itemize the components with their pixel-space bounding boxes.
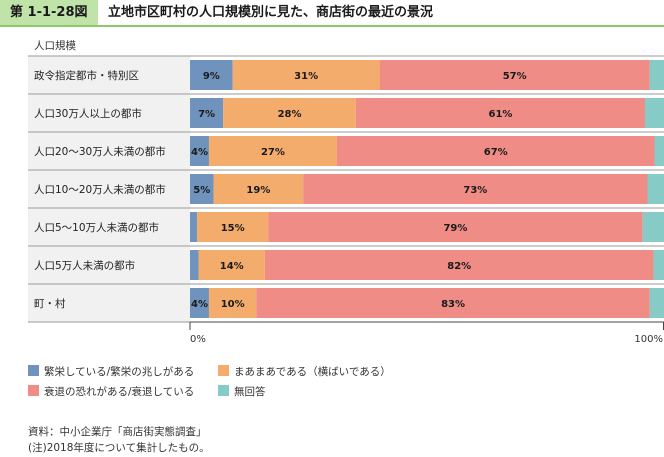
data-label: 31% — [294, 71, 318, 82]
figure-title: 立地市区町村の人口規模別に見た、商店街の最近の景況 — [108, 5, 434, 20]
category-label: 人口5万人未満の都市 — [34, 259, 135, 272]
data-label: 7% — [198, 109, 215, 120]
data-label: 61% — [489, 109, 513, 120]
figure-header: 第 1-1-28図 立地市区町村の人口規模別に見た、商店街の最近の景況 — [0, 0, 664, 27]
bar-segment — [208, 136, 337, 166]
bar-segment — [232, 60, 380, 90]
source-notes: 資料：中小企業庁「商店街実態調査」 (注)2018年度について集計したもの。 — [28, 424, 210, 456]
source-note: 資料：中小企業庁「商店街実態調査」 — [28, 426, 207, 438]
data-label: 28% — [278, 109, 302, 120]
header-rule — [0, 25, 664, 27]
x-tick-label: 0% — [190, 334, 206, 345]
bar-segment — [198, 250, 265, 280]
legend-label: 無回答 — [234, 386, 266, 398]
legend-item: まあまあである（横ばいである） — [218, 364, 391, 380]
footnote: (注)2018年度について集計したもの。 — [28, 442, 210, 454]
category-label: 町・村 — [34, 297, 66, 310]
legend-item: 無回答 — [218, 384, 266, 400]
legend-swatch — [28, 365, 39, 376]
legend-label: 衰退の恐れがある/衰退している — [44, 386, 195, 398]
legend-swatch — [28, 385, 39, 396]
bar-segment — [190, 174, 214, 204]
bar-segment — [649, 60, 664, 90]
bar-segment — [355, 98, 646, 128]
bar-segment — [190, 98, 224, 128]
bar-segment — [190, 250, 199, 280]
x-tick-label: 100% — [634, 334, 663, 345]
bar-segment — [190, 212, 198, 242]
bar-segment — [197, 212, 269, 242]
category-label: 人口5～10万人未満の都市 — [34, 221, 159, 234]
bar-segment — [208, 288, 257, 318]
data-label: 27% — [261, 147, 285, 158]
data-label: 4% — [191, 147, 208, 158]
bar-segment — [264, 250, 654, 280]
data-label: 83% — [441, 299, 465, 310]
bar-segment — [654, 136, 664, 166]
legend-item: 繁栄している/繁栄の兆しがある — [28, 364, 194, 380]
bar-segment — [213, 174, 304, 204]
legend-swatch — [218, 365, 229, 376]
data-label: 67% — [484, 147, 508, 158]
bar-segment — [645, 98, 664, 128]
stacked-bar-chart: 人口規模 政令指定都市・特別区 9% 31% 57% 人口30万人以上の都市 7% 28% 6… — [28, 40, 664, 345]
bar-segment — [649, 288, 664, 318]
bar-segment — [653, 250, 664, 280]
row-label-panel — [28, 56, 190, 322]
row-axis-title: 人口規模 — [34, 40, 76, 52]
legend-label: 繁栄している/繁栄の兆しがある — [44, 366, 195, 378]
data-label: 9% — [203, 71, 220, 82]
data-label: 5% — [193, 185, 210, 196]
bar-segment — [223, 98, 356, 128]
bar-segment — [190, 288, 209, 318]
bar-segment — [190, 136, 209, 166]
data-label: 4% — [191, 299, 208, 310]
bar-segment — [647, 174, 664, 204]
data-label: 10% — [221, 299, 245, 310]
bar-segment — [336, 136, 655, 166]
legend-swatch — [218, 385, 229, 396]
bar-segment — [190, 60, 233, 90]
data-label: 14% — [220, 261, 244, 272]
legend: 繁栄している/繁栄の兆しがある まあまあである（横ばいである） 衰退の恐れがある/衰… — [28, 364, 488, 404]
data-label: 19% — [246, 185, 270, 196]
data-label: 73% — [463, 185, 487, 196]
legend-label: まあまあである（横ばいである） — [234, 366, 391, 378]
bar-segment — [268, 212, 643, 242]
category-label: 人口10～20万人未満の都市 — [34, 183, 166, 196]
category-label: 人口30万人以上の都市 — [34, 107, 142, 120]
category-label: 人口20～30万人未満の都市 — [34, 145, 166, 158]
chart-body: 政令指定都市・特別区 9% 31% 57% 人口30万人以上の都市 7% 28% 61% 人口2… — [28, 55, 664, 345]
bar-segment — [256, 288, 650, 318]
data-label: 57% — [503, 71, 527, 82]
bar-segment — [642, 212, 664, 242]
bar-segment — [303, 174, 648, 204]
data-label: 82% — [447, 261, 471, 272]
data-label: 15% — [221, 223, 245, 234]
category-label: 政令指定都市・特別区 — [34, 69, 139, 82]
legend-item: 衰退の恐れがある/衰退している — [28, 384, 194, 400]
data-label: 79% — [443, 223, 467, 234]
figure-number-badge: 第 1-1-28図 — [0, 0, 98, 26]
bar-segment — [379, 60, 650, 90]
